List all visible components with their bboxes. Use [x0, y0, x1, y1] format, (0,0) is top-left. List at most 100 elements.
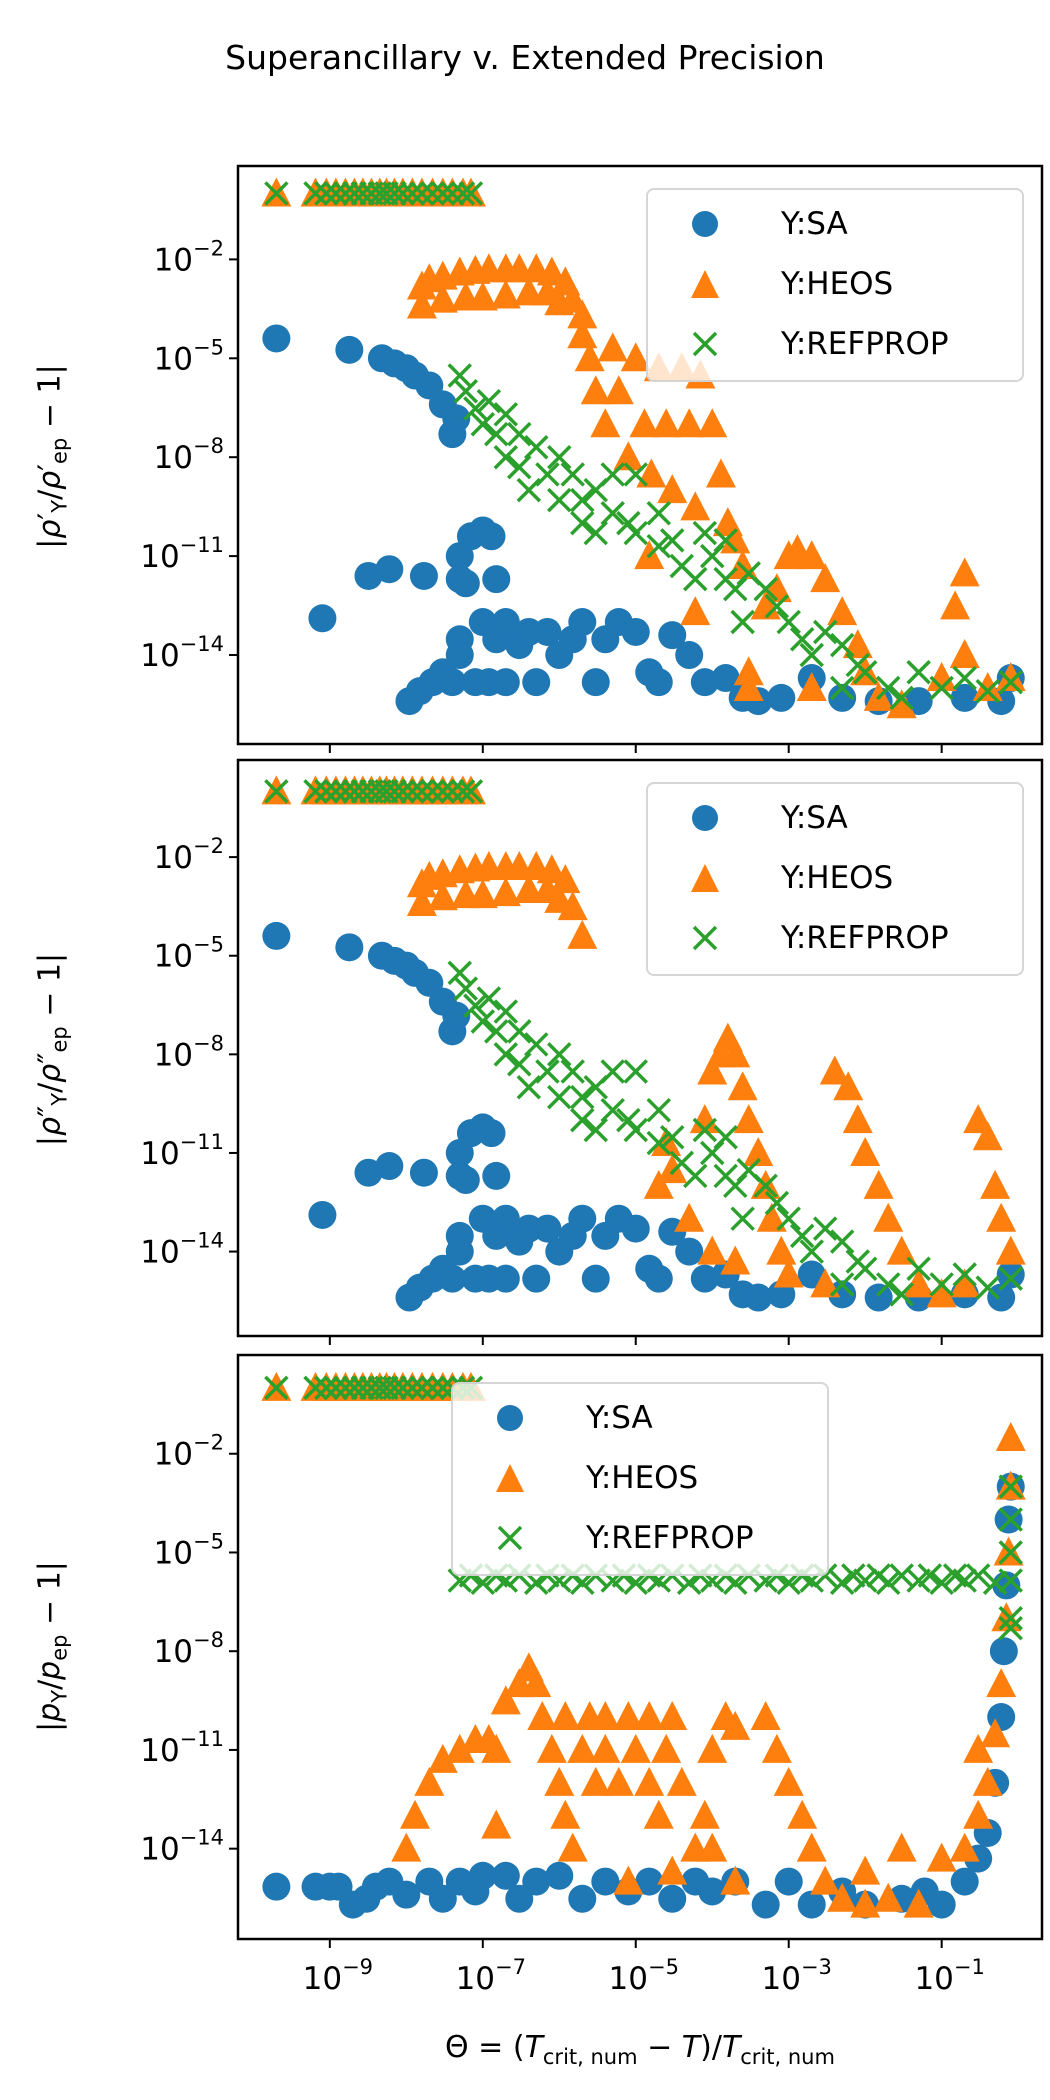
data-point: [590, 1701, 621, 1731]
triangle-marker-icon: [496, 1464, 524, 1492]
ylabel-part: ρ: [32, 470, 68, 490]
data-point: [980, 1718, 1011, 1748]
data-point: [570, 1107, 595, 1133]
data-point: [889, 1282, 914, 1307]
ylabel-part: |: [32, 1136, 68, 1147]
data-point: [568, 1204, 597, 1233]
data-point: [580, 375, 611, 405]
data-point: [689, 1104, 720, 1134]
data-point: [420, 1375, 445, 1401]
data-point: [382, 181, 407, 206]
data-point: [827, 1882, 858, 1912]
legend-label: Y:HEOS: [781, 266, 894, 302]
data-point: [600, 1097, 625, 1123]
ylabel-part: |: [32, 1721, 68, 1732]
data-point: [440, 181, 465, 206]
data-point: [674, 408, 705, 438]
data-point: [727, 1071, 758, 1101]
data-point: [917, 1563, 943, 1588]
data-point: [733, 671, 764, 701]
data-point: [491, 608, 520, 637]
data-point: [567, 319, 598, 349]
data-point: [262, 921, 291, 950]
data-point: [711, 664, 740, 693]
figure-title: Superancillary v. Extended Precision: [225, 38, 825, 77]
data-point: [705, 458, 736, 488]
xlabel-part: crit, num: [740, 2045, 835, 2069]
data-point: [767, 683, 796, 712]
data-point: [409, 181, 435, 206]
data-point: [995, 1422, 1026, 1452]
data-point: [620, 342, 651, 372]
data-point: [986, 1202, 1017, 1232]
data-point: [744, 1283, 773, 1312]
triangle-marker-icon: [691, 864, 719, 892]
data-point: [375, 1152, 404, 1181]
data-point: [875, 675, 901, 701]
data-point: [697, 1733, 728, 1763]
data-point: [635, 1867, 664, 1896]
data-point: [545, 1861, 574, 1890]
legend-label: Y:SA: [781, 800, 848, 836]
data-point: [264, 1375, 289, 1401]
data-point: [680, 491, 711, 521]
ylabel-part: ep: [47, 1026, 72, 1053]
y-tick-label: 10−5: [154, 1529, 224, 1571]
data-point: [644, 1264, 673, 1293]
data-point: [591, 1867, 620, 1896]
data-point: [810, 563, 841, 593]
data-point: [400, 779, 425, 804]
data-point: [581, 668, 610, 697]
data-point: [810, 1268, 841, 1298]
data-point: [796, 540, 827, 570]
x-axis-label: Θ = (Tcrit, num − T)/Tcrit, num: [238, 2030, 1042, 2069]
data-point: [335, 933, 364, 962]
y-tick-label: 10−2: [154, 236, 224, 278]
data-point: [430, 181, 456, 206]
panel-1-frame: [236, 164, 1044, 746]
data-point: [620, 1733, 651, 1763]
data-point: [797, 1890, 826, 1919]
data-point: [787, 1799, 818, 1829]
data-point: [799, 642, 824, 668]
panel-1-plot-area: [261, 177, 1026, 719]
data-point: [812, 1216, 838, 1241]
y-tick-label: 10−11: [140, 533, 224, 575]
data-point: [674, 1202, 705, 1232]
data-point: [995, 662, 1026, 692]
data-point: [963, 1733, 994, 1763]
y-tick-label: 10−2: [154, 1431, 224, 1473]
data-point: [491, 668, 520, 697]
legend-label: Y:HEOS: [781, 860, 894, 896]
data-point: [730, 609, 755, 635]
xlabel-part: T: [524, 2030, 543, 2065]
data-point: [613, 1865, 644, 1895]
y-tick-label: 10−5: [154, 933, 224, 975]
y-tick-label: 10−8: [154, 1628, 224, 1670]
y-tick-label: 10−2: [154, 834, 224, 876]
legend-label: Y:REFPROP: [781, 326, 949, 362]
data-point: [764, 1190, 790, 1216]
data-point: [440, 779, 465, 804]
data-point: [262, 1872, 291, 1901]
data-point: [493, 444, 519, 470]
data-point: [430, 779, 456, 804]
data-point: [547, 1084, 572, 1110]
data-point: [680, 596, 711, 626]
data-point: [491, 1861, 520, 1890]
data-point: [567, 299, 598, 329]
data-point: [524, 1032, 549, 1057]
data-point: [776, 609, 801, 635]
data-point: [467, 281, 498, 311]
data-point: [568, 608, 597, 637]
data-point: [491, 1204, 520, 1233]
data-point: [613, 1701, 644, 1731]
data-point: [886, 1832, 917, 1862]
y-tick-label: 10−11: [140, 1727, 224, 1769]
data-point: [314, 779, 339, 804]
data-point: [623, 1059, 648, 1084]
circle-marker-icon: [692, 805, 718, 831]
ylabel-part: ep: [47, 1634, 72, 1661]
